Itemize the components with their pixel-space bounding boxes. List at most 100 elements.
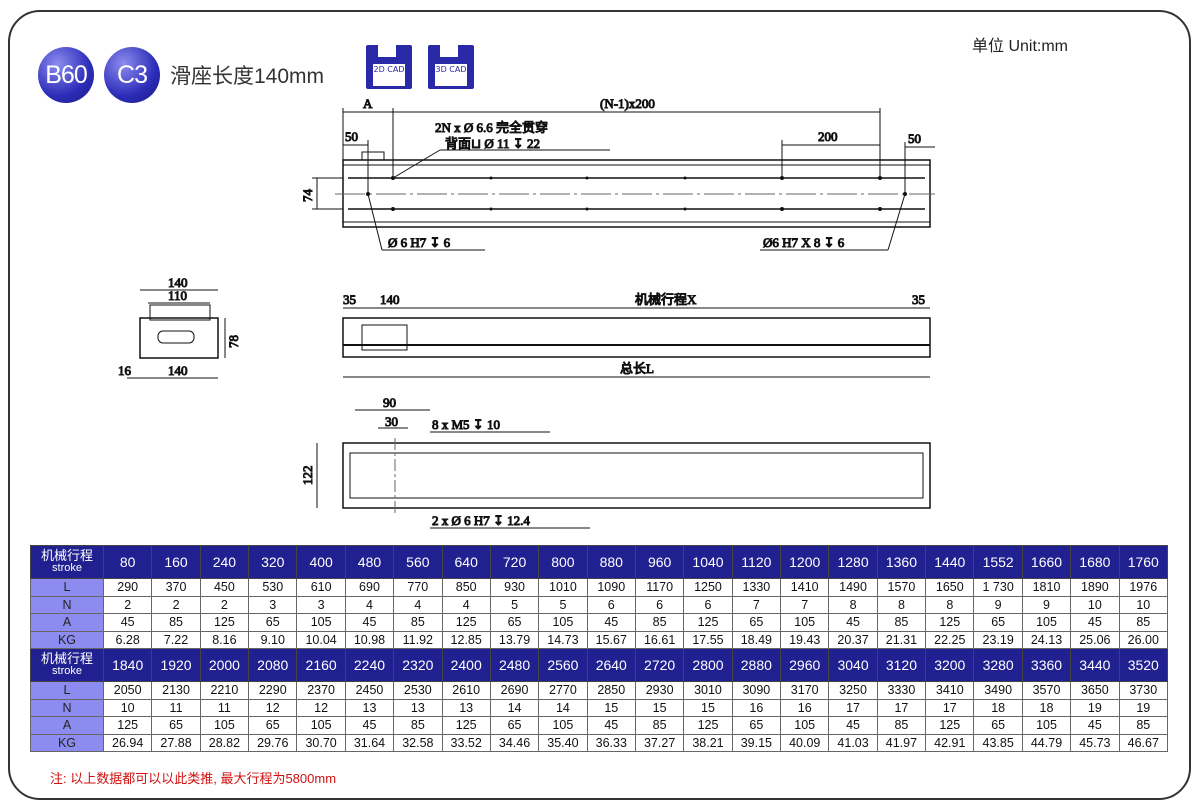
table-cell: 3040 [828,648,878,682]
table-cell: 450 [199,578,250,597]
table-cell: 5 [538,595,588,614]
table-cell: 105 [538,716,588,735]
table-cell: 9 [973,595,1023,614]
row-label: A [30,716,104,735]
table-cell: 28.82 [199,733,250,752]
table-cell: 125 [441,613,491,632]
row-label: L [30,578,104,597]
table-cell: 65 [248,716,298,735]
table-cell: 4 [344,595,395,614]
hole-spec: 2N x Ø 6.6 完全贯穿 [435,120,548,135]
table-cell: 12.85 [441,630,491,649]
table-cell: 9 [1021,595,1072,614]
table-cell: 14 [538,698,588,717]
dim-pitch: (N-1)x200 [600,96,655,111]
row-label: A [30,613,104,632]
table-cell: 720 [489,545,540,579]
table-cell: 4 [393,595,443,614]
table-cell: 3170 [780,681,830,700]
table-cell: 85 [1118,716,1169,735]
table-row-N: N 2 2 2 3 3 4 4 4 5 5 6 6 6 7 7 8 8 8 9 9 10 10 [30,595,1169,614]
table-cell: 7.22 [151,630,201,649]
table-cell: 290 [102,578,153,597]
thread-spec: 8 x M5 ↧ 10 [432,417,500,432]
cad-2d-download-button[interactable]: 2D CAD [366,45,412,89]
table-cell: 11.92 [393,630,443,649]
end-height: 78 [226,335,241,348]
row-label: KG [30,733,104,752]
table-cell: 45 [344,716,395,735]
table-cell: 45 [344,613,395,632]
table-cell: 1090 [586,578,636,597]
cad-3d-download-button[interactable]: 3D CAD [428,45,474,89]
table-cell: 19 [1118,698,1169,717]
table-cell: 45 [828,716,878,735]
table-cell: 800 [538,545,588,579]
table-cell: 85 [876,613,927,632]
table-cell: 6 [586,595,636,614]
table-cell: 2160 [296,648,346,682]
table-cell: 2610 [441,681,491,700]
table-cell: 65 [731,613,782,632]
stroke-label-en: stroke [52,562,82,574]
table-cell: 14 [489,698,540,717]
table-row-KG: KG 26.94 27.88 28.82 29.76 30.70 31.64 32.58 33.… [30,733,1169,752]
table-cell: 105 [538,613,588,632]
model-badge: B60 [38,47,94,103]
table-cell: 30.70 [296,733,346,752]
table-cell: 1410 [780,578,830,597]
table-cell: 930 [489,578,540,597]
end-width-bottom: 140 [168,363,188,378]
table-cell: 85 [151,613,201,632]
table-row-N: N 10 11 11 12 12 13 13 13 14 14 15 15 15 16 16 17 17 17 18 1… [30,698,1169,717]
side-slider: 140 [380,292,400,307]
table-row-KG: KG 6.28 7.22 8.16 9.10 10.04 10.98 11.92 12.85 13… [30,630,1169,649]
table-cell: 105 [296,613,346,632]
row-label: L [30,681,104,700]
table-cell: 105 [199,716,250,735]
table-cell: 43.85 [973,733,1023,752]
bottom-width-90: 90 [383,395,396,410]
table-cell: 125 [925,716,975,735]
table-cell: 7 [731,595,782,614]
page-title: 滑座长度140mm [170,65,325,88]
table-cell: 20.37 [828,630,878,649]
table-cell: 2370 [296,681,346,700]
side-stroke: 机械行程X [635,292,697,307]
table-cell: 1440 [925,545,975,579]
side-right: 35 [912,292,925,307]
table-cell: 65 [489,716,540,735]
table-cell: 40.09 [780,733,830,752]
pin-left-spec: Ø 6 H7 ↧ 6 [388,235,451,250]
bottom-width-30: 30 [385,414,398,429]
table-cell: 45 [1070,613,1120,632]
table-cell: 45 [828,613,878,632]
table-cell: 1660 [1021,545,1072,579]
table-cell: 530 [248,578,298,597]
table-cell: 105 [1021,716,1072,735]
table-cell: 400 [296,545,346,579]
pin-spec: 2 x Ø 6 H7 ↧ 12.4 [432,513,530,528]
row-label: 机械行程 stroke [30,648,104,682]
table-cell: 3520 [1118,648,1169,682]
table-cell: 125 [925,613,975,632]
note-text: 注: 以上数据都可以以此类推, 最大行程为5800mm [50,771,337,786]
table-cell: 1976 [1118,578,1169,597]
table-cell: 2320 [393,648,443,682]
table-cell: 560 [393,545,443,579]
table-cell: 105 [296,716,346,735]
table-cell: 1330 [731,578,782,597]
table-cell: 1040 [683,545,733,579]
table-cell: 26.94 [102,733,153,752]
table-cell: 8 [925,595,975,614]
table-cell: 2000 [199,648,250,682]
table-cell: 3250 [828,681,878,700]
table-cell: 8 [876,595,927,614]
table-cell: 3490 [973,681,1023,700]
table-row-L: L 290 370 450 530 610 690 770 850 930 1010 1090 1170… [30,578,1169,597]
table-cell: 18 [973,698,1023,717]
table-cell: 2080 [248,648,298,682]
table-cell: 1250 [683,578,733,597]
table-cell: 29.76 [248,733,298,752]
table-cell: 1170 [634,578,685,597]
